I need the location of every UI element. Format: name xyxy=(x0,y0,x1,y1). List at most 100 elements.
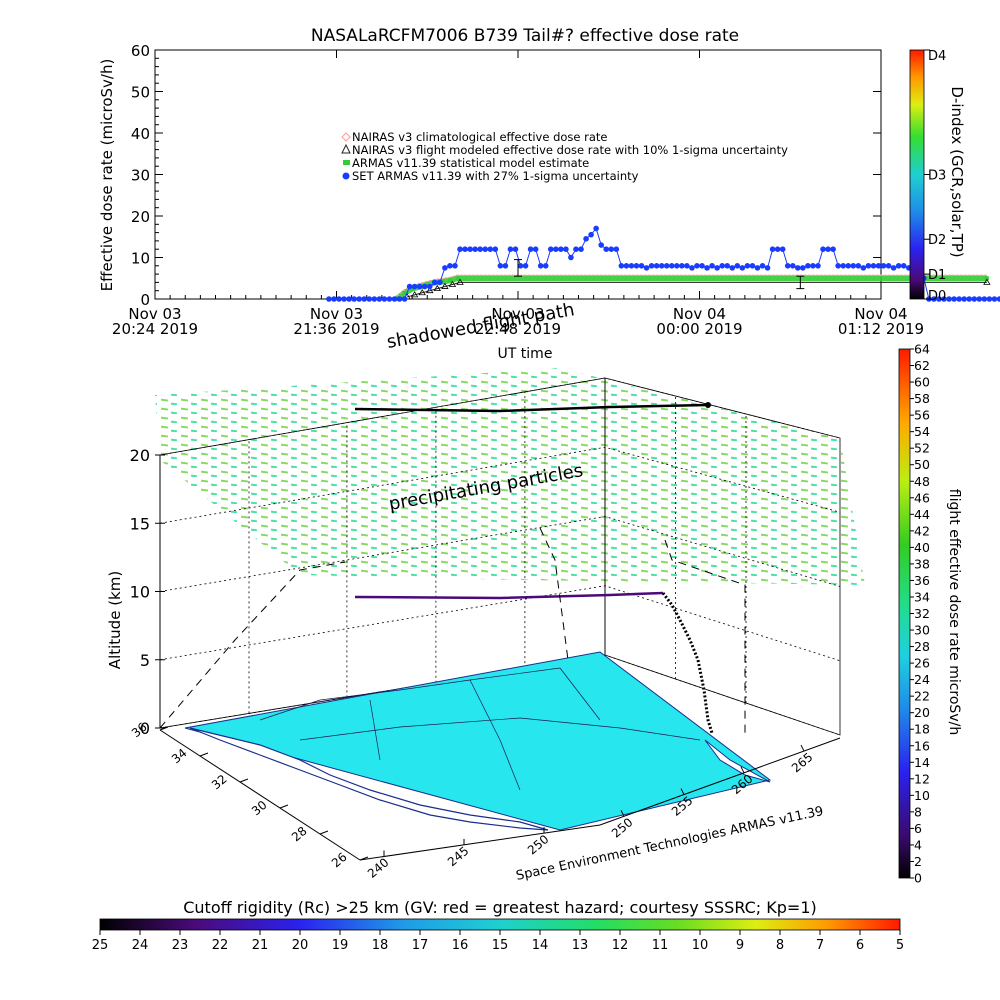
ground-boundaries xyxy=(259,667,701,791)
set-armas-point xyxy=(956,296,962,302)
set-armas-point xyxy=(598,242,604,248)
x-tick-date: Nov 04 xyxy=(854,305,907,323)
dose-colorbar-tick-label: 40 xyxy=(914,540,930,555)
cutoff-rigidity-tick-label: 22 xyxy=(212,938,229,953)
series-nairas-flight-line xyxy=(406,281,987,298)
set-armas-point xyxy=(406,283,413,290)
set-armas-point xyxy=(789,263,796,269)
d-index-colorbar xyxy=(909,49,925,300)
ground-map xyxy=(184,651,772,831)
x-tick-time: 21:36 2019 xyxy=(293,320,379,338)
x-tick-time: 01:12 2019 xyxy=(838,320,924,338)
nairas-flight-point xyxy=(410,291,419,298)
longitude-right-tick xyxy=(800,744,805,752)
dose-colorbar-tick-label: 34 xyxy=(914,589,930,604)
y-axis-label: Effective dose rate (microSv/h) xyxy=(98,59,116,292)
longitude-right-tick xyxy=(740,766,745,774)
altitude-grid-line xyxy=(159,446,841,524)
coastline xyxy=(189,727,549,831)
legend-marker xyxy=(341,132,351,142)
set-armas-point xyxy=(426,283,433,290)
set-armas-point xyxy=(810,263,816,269)
set-armas-point xyxy=(507,246,514,252)
set-armas-point xyxy=(563,246,569,252)
set-armas-point xyxy=(900,263,907,269)
cutoff-rigidity-colorbar xyxy=(99,918,901,931)
set-armas-point xyxy=(689,265,695,271)
set-armas-point xyxy=(547,246,554,252)
set-armas-point xyxy=(724,263,731,269)
dose-colorbar-tick-label: 18 xyxy=(914,722,930,737)
set-armas-point xyxy=(573,246,579,252)
set-armas-point xyxy=(553,246,559,252)
dose-colorbar-tick-label: 16 xyxy=(914,738,930,753)
set-armas-point xyxy=(532,246,539,252)
set-armas-point xyxy=(734,263,741,269)
set-armas-point xyxy=(830,246,836,252)
nairas-flight-point xyxy=(426,286,434,294)
set-armas-point xyxy=(608,246,615,252)
cutoff-rigidity-axis: 25 24 23 22 21 20 19 18 17 16 15 14 13 12 11 10 9 8 7 6 5 xyxy=(92,930,904,953)
altitude-tick-label: 20 xyxy=(130,446,150,465)
set-armas-point xyxy=(679,263,685,269)
set-armas-point xyxy=(381,296,388,302)
series-layer xyxy=(326,225,1000,302)
d-index-tick-label: D3 xyxy=(928,169,946,184)
legend-marker xyxy=(342,172,350,180)
altitude-tick-label: 5 xyxy=(140,651,150,670)
set-armas-point xyxy=(588,231,594,238)
set-armas-point xyxy=(699,263,705,269)
altitude-tick-label: 0 xyxy=(140,719,150,738)
set-armas-point xyxy=(613,246,620,252)
set-armas-point xyxy=(356,296,362,302)
dose-colorbar-tick-label: 28 xyxy=(914,639,930,654)
set-armas-point xyxy=(663,263,670,269)
cutoff-rigidity-tick-label: 5 xyxy=(896,938,904,953)
dose-colorbar-tick-label: 4 xyxy=(914,837,922,852)
cutoff-rigidity-tick-label: 14 xyxy=(532,938,549,953)
set-armas-point xyxy=(840,263,846,269)
dose-colorbar-tick-label: 24 xyxy=(914,672,930,687)
set-armas-point xyxy=(401,296,408,302)
set-armas-point xyxy=(416,283,423,290)
y-tick-label: 50 xyxy=(131,84,150,102)
armas-statistical-point xyxy=(425,282,430,287)
dose-colorbar-tick-label: 38 xyxy=(914,556,930,571)
x-tick-date: Nov 03 xyxy=(128,305,181,323)
d-index-label: D-index (GCR,solar,TP) xyxy=(948,86,966,257)
set-armas-point xyxy=(512,246,519,252)
dose-colorbar-tick-label: 42 xyxy=(914,523,930,538)
altitude-grid-line xyxy=(159,585,841,662)
longitude-right-tick xyxy=(620,810,625,817)
d-index-tick-label: D0 xyxy=(928,289,946,304)
latitude-tick-label: 32 xyxy=(209,772,230,793)
cutoff-rigidity-tick-label: 13 xyxy=(572,938,589,953)
dose-colorbar-tick-label: 60 xyxy=(914,375,930,390)
latitude-tick xyxy=(239,778,249,783)
set-armas-point xyxy=(542,263,549,269)
dose-colorbar-tick-label: 62 xyxy=(914,358,930,373)
cutoff-rigidity-tick-label: 17 xyxy=(412,938,429,953)
set-armas-point xyxy=(467,246,473,252)
latitude-axis-line xyxy=(159,729,361,861)
d-index-tick-label: D2 xyxy=(928,233,946,248)
set-armas-point xyxy=(805,263,811,269)
x-tick-date: Nov 03 xyxy=(491,305,544,323)
armas-statistical-point xyxy=(455,276,460,281)
set-armas-point xyxy=(361,296,368,302)
set-armas-point xyxy=(517,263,524,269)
set-armas-point xyxy=(860,265,867,271)
set-armas-point xyxy=(472,246,478,252)
set-armas-point xyxy=(976,296,983,302)
set-armas-point xyxy=(578,246,584,252)
set-armas-point xyxy=(537,263,544,269)
y-axis: 0 10 20 30 40 50 60 xyxy=(131,42,881,309)
set-armas-point xyxy=(885,263,892,269)
set-armas-point xyxy=(936,296,942,302)
set-armas-point xyxy=(865,263,872,269)
set-armas-point xyxy=(447,263,453,269)
set-armas-point xyxy=(366,296,373,302)
nairas-flight-point xyxy=(448,280,457,287)
